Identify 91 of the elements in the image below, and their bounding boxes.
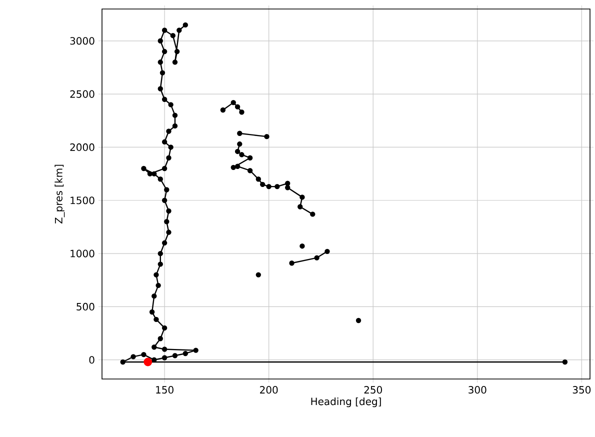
- point: [141, 166, 146, 172]
- point: [182, 22, 188, 28]
- x-tick-label: 350: [572, 386, 591, 394]
- point: [162, 48, 168, 54]
- point: [120, 359, 126, 365]
- point: [152, 171, 157, 176]
- point: [285, 180, 290, 186]
- point: [234, 164, 240, 169]
- point: [166, 230, 172, 235]
- point: [158, 86, 163, 92]
- point: [149, 309, 155, 315]
- point: [234, 148, 240, 154]
- point: [158, 250, 163, 256]
- point: [158, 176, 163, 182]
- point: [166, 128, 172, 134]
- point: [256, 272, 262, 278]
- point: [164, 219, 170, 224]
- point: [176, 28, 182, 33]
- point: [172, 353, 178, 358]
- y-tick-label: 1000: [70, 250, 94, 258]
- point: [172, 60, 178, 65]
- point: [356, 318, 362, 324]
- point: [160, 70, 166, 76]
- point: [247, 168, 253, 174]
- point: [162, 96, 168, 102]
- x-tick-label: 300: [468, 386, 486, 394]
- point: [300, 194, 305, 200]
- point: [162, 240, 168, 246]
- point: [162, 139, 168, 144]
- point: [220, 107, 226, 113]
- point: [247, 155, 253, 160]
- point: [256, 176, 262, 182]
- point: [266, 184, 272, 190]
- point: [237, 141, 242, 147]
- x-tick-label: 250: [364, 386, 382, 394]
- point: [239, 152, 244, 158]
- x-tick-label: 150: [156, 386, 174, 394]
- point: [130, 354, 136, 360]
- point: [144, 358, 152, 366]
- point: [562, 359, 568, 365]
- point: [154, 272, 159, 278]
- point: [162, 346, 168, 352]
- point: [164, 187, 170, 192]
- point: [152, 293, 157, 299]
- point: [174, 48, 180, 54]
- point: [162, 166, 168, 172]
- point: [193, 348, 198, 353]
- point: [289, 260, 294, 266]
- point: [310, 212, 316, 217]
- point: [162, 28, 168, 33]
- point: [168, 102, 174, 108]
- point: [239, 110, 244, 115]
- point: [314, 255, 320, 260]
- y-tick-label: 3000: [70, 37, 94, 45]
- point: [158, 60, 163, 65]
- point: [154, 316, 159, 322]
- point: [260, 182, 266, 188]
- point: [141, 352, 146, 358]
- y-axis-title: Z_pres [km]: [54, 164, 65, 224]
- point: [158, 262, 163, 267]
- point: [158, 336, 163, 342]
- point: [324, 248, 330, 254]
- y-tick-label: 0: [89, 356, 94, 364]
- point: [170, 32, 176, 38]
- point: [237, 130, 242, 136]
- y-tick-label: 500: [76, 302, 94, 310]
- point: [166, 208, 172, 214]
- point: [158, 38, 163, 44]
- x-tick-label: 200: [260, 386, 278, 394]
- point: [168, 144, 174, 150]
- point: [230, 164, 236, 170]
- point: [298, 204, 303, 210]
- x-axis-title: Heading [deg]: [311, 397, 381, 408]
- point: [285, 185, 290, 190]
- point: [162, 355, 168, 360]
- point: [172, 123, 178, 129]
- point: [172, 112, 178, 118]
- point: [230, 100, 236, 106]
- point: [166, 155, 172, 160]
- point: [162, 198, 168, 203]
- point: [182, 350, 188, 356]
- point: [162, 325, 168, 331]
- point: [156, 282, 161, 288]
- point: [234, 104, 240, 110]
- y-tick-label: 2000: [70, 143, 94, 151]
- point: [300, 244, 305, 249]
- y-tick-label: 2500: [70, 90, 94, 98]
- point: [152, 344, 157, 350]
- point: [264, 134, 270, 140]
- y-tick-label: 1500: [70, 196, 94, 204]
- point: [274, 184, 280, 190]
